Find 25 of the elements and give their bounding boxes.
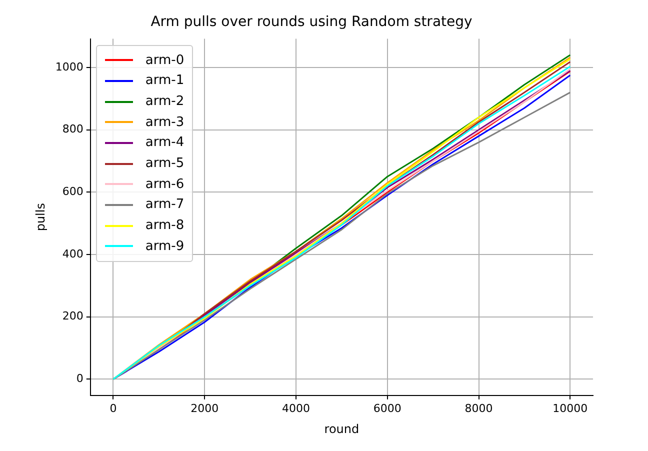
x-tick-label: 10000 (552, 402, 588, 415)
legend-label: arm-1 (145, 73, 184, 88)
y-tick-label: 1000 (55, 60, 84, 74)
y-tick-label: 200 (62, 310, 84, 323)
chart-title: Arm pulls over rounds using Random strategy (150, 14, 472, 30)
y-tick-label: 400 (62, 247, 84, 260)
legend-label: arm-4 (145, 135, 184, 150)
x-axis-title: round (324, 422, 360, 436)
x-tick-label: 8000 (464, 402, 493, 415)
y-tick-label: 600 (62, 185, 84, 198)
x-tick-label: 4000 (282, 402, 310, 415)
legend-label: arm-5 (145, 156, 184, 172)
legend-label: arm-0 (145, 52, 184, 68)
y-tick-label: 0 (76, 372, 84, 386)
legend-label: arm-7 (145, 197, 184, 212)
legend-label: arm-6 (145, 176, 184, 192)
y-axis-title: pulls (33, 203, 48, 232)
legend-label: arm-8 (145, 218, 184, 234)
x-tick-label: 6000 (373, 402, 402, 415)
x-tick-label: 0 (110, 402, 117, 415)
y-tick-label: 800 (62, 122, 84, 136)
legend-label: arm-9 (145, 238, 184, 254)
legend-label: arm-3 (145, 114, 184, 130)
legend-label: arm-2 (145, 94, 184, 110)
x-tick-label: 2000 (190, 402, 219, 415)
